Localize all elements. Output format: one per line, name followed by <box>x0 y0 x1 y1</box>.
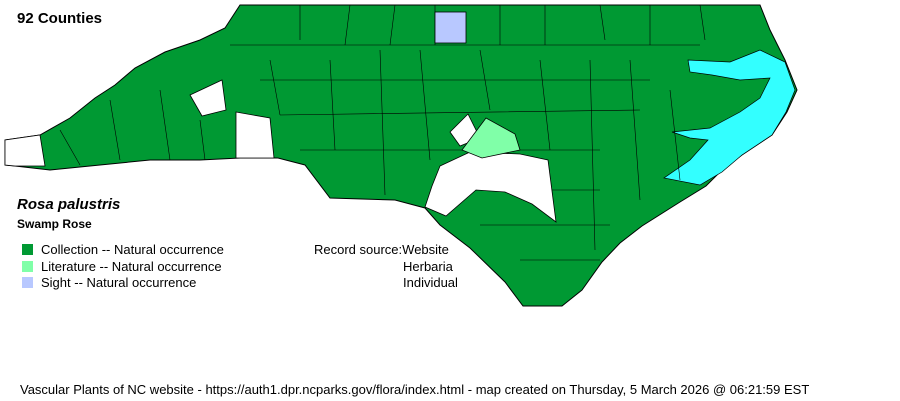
record-source-website: Website <box>402 242 449 257</box>
pamlico-albemarle-sound <box>663 49 796 186</box>
legend-item-literature: Literature -- Natural occurrence <box>22 259 222 274</box>
legend-label: Sight -- Natural occurrence <box>41 275 197 290</box>
county-no-record <box>235 111 275 159</box>
record-source-title: Record source: <box>314 242 403 257</box>
county-literature <box>461 117 521 159</box>
legend-label: Collection -- Natural occurrence <box>41 242 224 257</box>
county-no-record <box>4 134 46 167</box>
county-count: 92 Counties <box>17 10 103 27</box>
common-name: Swamp Rose <box>17 217 92 231</box>
record-source-herbaria: Herbaria <box>403 259 453 274</box>
footer-credit: Vascular Plants of NC website - https://… <box>20 382 810 397</box>
record-source-individual: Individual <box>403 275 458 290</box>
county-no-record <box>189 79 227 117</box>
legend-label: Literature -- Natural occurrence <box>41 259 222 274</box>
legend-swatch <box>22 277 33 288</box>
record-source-label: Record source:Website <box>314 242 449 257</box>
county-sight <box>434 11 467 44</box>
county-no-record <box>424 151 557 223</box>
legend-item-sight: Sight -- Natural occurrence <box>22 275 196 290</box>
legend-swatch <box>22 244 33 255</box>
legend-item-collection: Collection -- Natural occurrence <box>22 242 224 257</box>
legend-swatch <box>22 261 33 272</box>
scientific-name: Rosa palustris <box>17 196 121 213</box>
